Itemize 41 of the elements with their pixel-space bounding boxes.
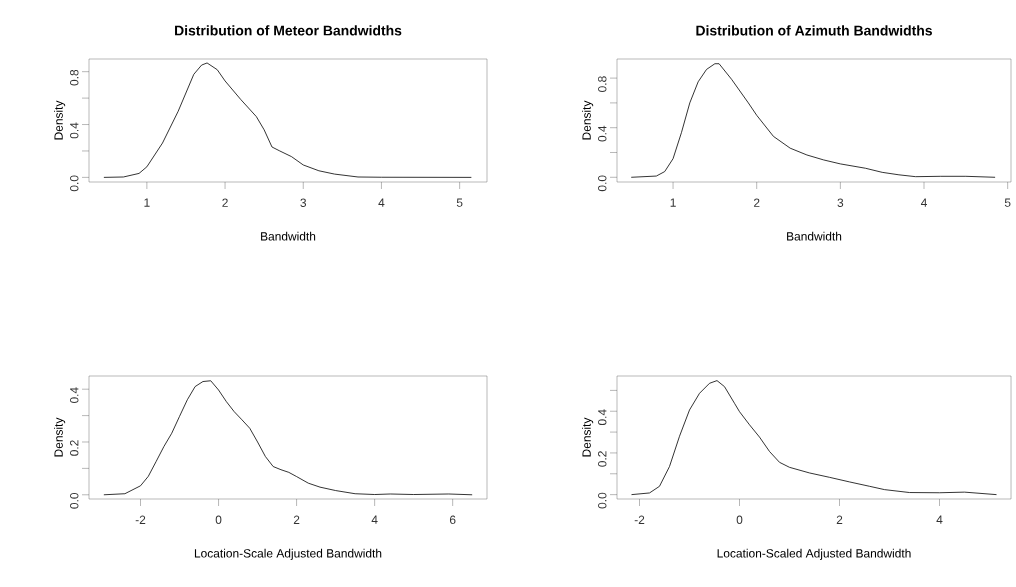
y-tick-label: 0.0 (598, 492, 607, 509)
x-tick-label: 4 (378, 198, 385, 207)
y-axis-title: Density (54, 100, 66, 140)
x-tick-label: 4 (920, 198, 927, 207)
y-tick-label: 0.8 (70, 69, 79, 86)
chart-title: Distribution of Meteor Bandwidths (175, 25, 402, 36)
x-axis-title: Location-Scale Adjusted Bandwidth (194, 548, 382, 560)
y-tick-label: 0.0 (70, 175, 79, 192)
x-tick-label: 3 (837, 198, 844, 207)
y-tick-label: 0.2 (70, 440, 79, 456)
x-tick-label: -2 (135, 515, 146, 524)
y-tick-label: 0.2 (598, 451, 607, 467)
x-tick-label: 0 (736, 515, 743, 524)
y-axis-title: Density (582, 417, 594, 457)
x-tick-label: 4 (371, 515, 378, 524)
x-tick-label: 5 (1004, 198, 1011, 207)
x-axis-title: Bandwidth (261, 231, 316, 241)
x-tick-label: 5 (456, 198, 463, 207)
x-axis-title: Location-Scaled Adjusted Bandwidth (717, 548, 911, 560)
y-tick-label: 0.4 (70, 122, 79, 139)
y-tick-label: 0.0 (598, 175, 607, 192)
x-tick-label: 4 (936, 515, 943, 524)
x-tick-label: 1 (670, 198, 676, 207)
x-tick-label: 3 (300, 198, 307, 207)
x-axis-title: Bandwidth (787, 231, 842, 241)
x-tick-label: 2 (753, 198, 760, 207)
x-tick-label: 2 (222, 198, 228, 207)
x-tick-label: 6 (449, 515, 456, 524)
x-tick-label: 0 (215, 515, 222, 524)
y-tick-label: 0.4 (598, 125, 607, 142)
y-axis-title: Density (54, 417, 66, 457)
y-axis-title: Density (582, 100, 594, 140)
y-tick-label: 0.8 (598, 76, 607, 92)
x-tick-label: 2 (293, 515, 300, 524)
y-tick-label: 0.4 (70, 387, 79, 404)
x-tick-label: 2 (836, 515, 843, 524)
y-tick-label: 0.4 (598, 409, 607, 426)
y-tick-label: 0.0 (70, 492, 79, 509)
x-tick-label: -2 (634, 515, 645, 524)
x-tick-label: 1 (144, 198, 150, 207)
chart-title: Distribution of Azimuth Bandwidths (696, 25, 932, 36)
